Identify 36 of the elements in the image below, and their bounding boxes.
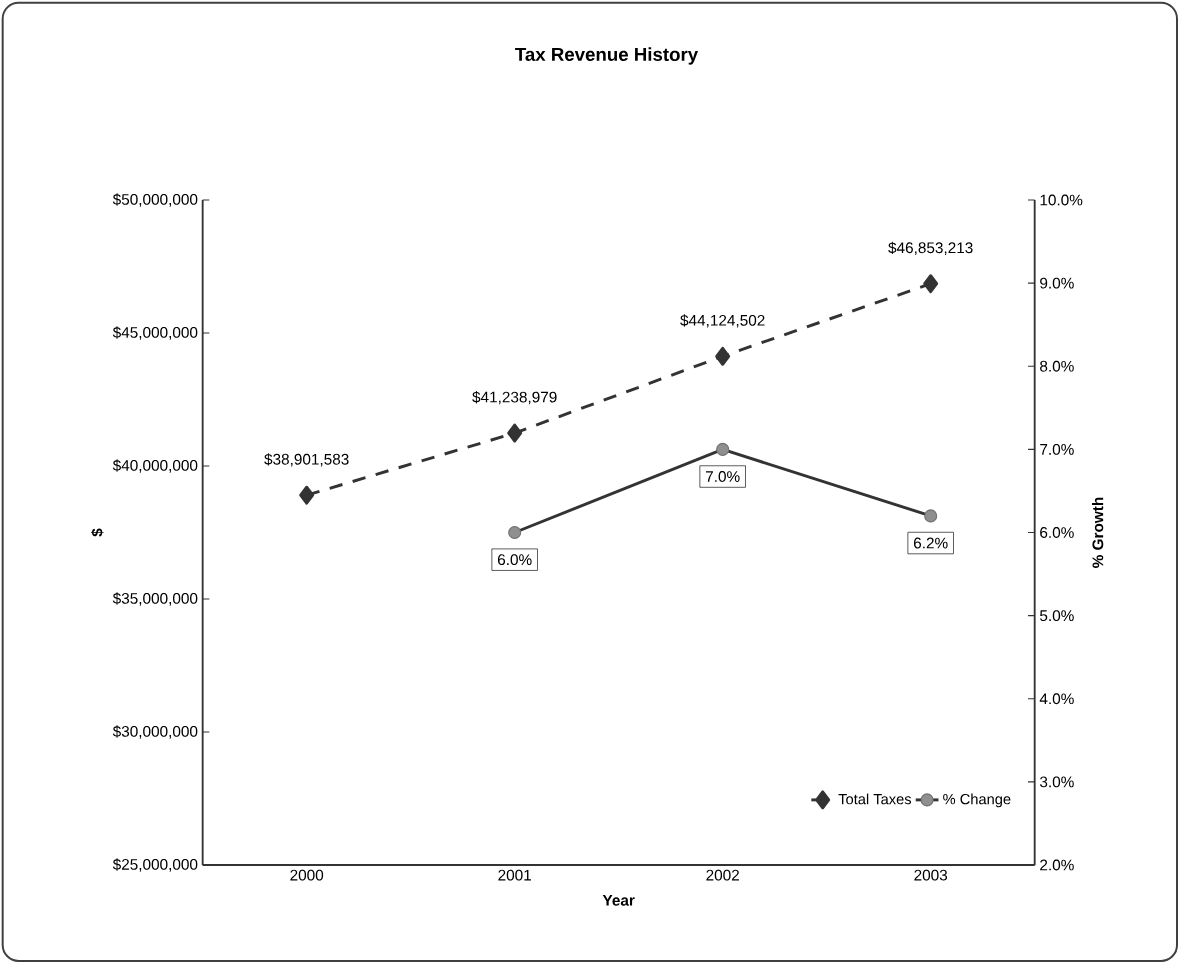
y2-tick-label: 3.0% <box>1039 776 1074 788</box>
data-label: 6.2% <box>913 537 948 549</box>
data-label: 6.0% <box>497 554 532 566</box>
y2-tick-label: 10.0% <box>1040 194 1083 206</box>
y2-tick-label: 6.0% <box>1040 527 1074 538</box>
y2-axis-title: % Growth <box>1092 497 1104 568</box>
data-label: $44,124,502 <box>680 314 765 328</box>
data-label: 7.0% <box>706 471 740 482</box>
x-tick-label: 2003 <box>914 869 948 881</box>
y2-tick-label: 8.0% <box>1040 360 1074 372</box>
x-axis-title: Year <box>602 895 635 906</box>
y2-tick-label: 9.0% <box>1040 277 1074 289</box>
point <box>507 423 523 443</box>
x-tick-label: 2002 <box>706 869 739 881</box>
point <box>923 274 939 294</box>
data-label: $41,238,979 <box>472 391 557 405</box>
x-tick-label: 2001 <box>498 869 531 881</box>
legend-label: % Change <box>943 793 1011 808</box>
y2-tick-label: 5.0% <box>1040 610 1074 622</box>
y-axis-title: $ <box>91 528 104 537</box>
x-tick-label: 2000 <box>290 869 324 881</box>
y2-tick-label: 2.0% <box>1040 859 1074 871</box>
y-tick-label: $50,000,000 <box>112 193 198 207</box>
y-tick-label: $25,000,000 <box>112 858 198 872</box>
data-label: $38,901,583 <box>264 453 349 467</box>
y2-tick-label: 4.0% <box>1039 693 1074 705</box>
legend-label: Total Taxes <box>838 793 912 805</box>
y-tick-label: $40,000,000 <box>112 459 198 473</box>
chart-title: Tax Revenue History <box>515 47 699 65</box>
y-tick-label: $35,000,000 <box>112 592 198 606</box>
y-tick-label: $45,000,000 <box>112 326 198 340</box>
point <box>299 485 315 505</box>
data-label: $46,853,213 <box>888 241 973 255</box>
y2-tick-label: 7.0% <box>1040 443 1074 455</box>
point <box>715 346 731 366</box>
y-tick-label: $30,000,000 <box>112 725 198 739</box>
